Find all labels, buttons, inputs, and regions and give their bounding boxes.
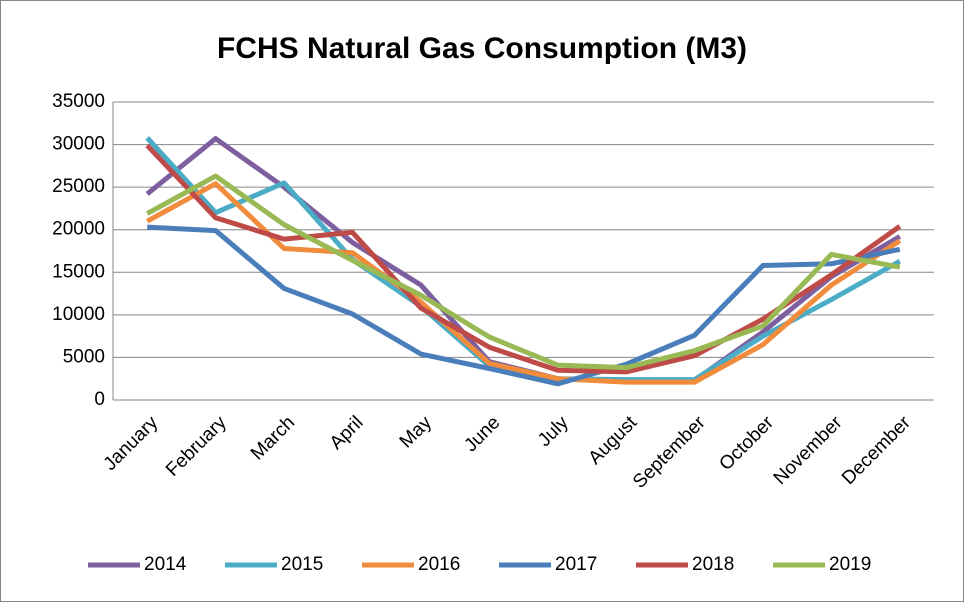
y-tick-label: 5000 (63, 346, 105, 367)
legend-label: 2016 (418, 554, 460, 575)
chart-title: FCHS Natural Gas Consumption (M3) (217, 32, 747, 65)
legend-label: 2014 (144, 554, 187, 575)
legend-label: 2015 (281, 554, 323, 575)
y-tick-label: 0 (94, 389, 105, 410)
series-line (147, 224, 901, 387)
legend-label: 2017 (555, 554, 597, 575)
series-line (146, 173, 901, 371)
y-tick-label: 35000 (52, 91, 105, 112)
y-tick-label: 25000 (52, 176, 105, 197)
legend-label: 2019 (829, 554, 871, 575)
legend-label: 2018 (692, 554, 734, 575)
y-tick-label: 30000 (52, 134, 105, 155)
y-tick-label: 20000 (52, 219, 105, 240)
y-tick-label: 15000 (52, 261, 105, 282)
y-tick-label: 10000 (52, 304, 105, 325)
